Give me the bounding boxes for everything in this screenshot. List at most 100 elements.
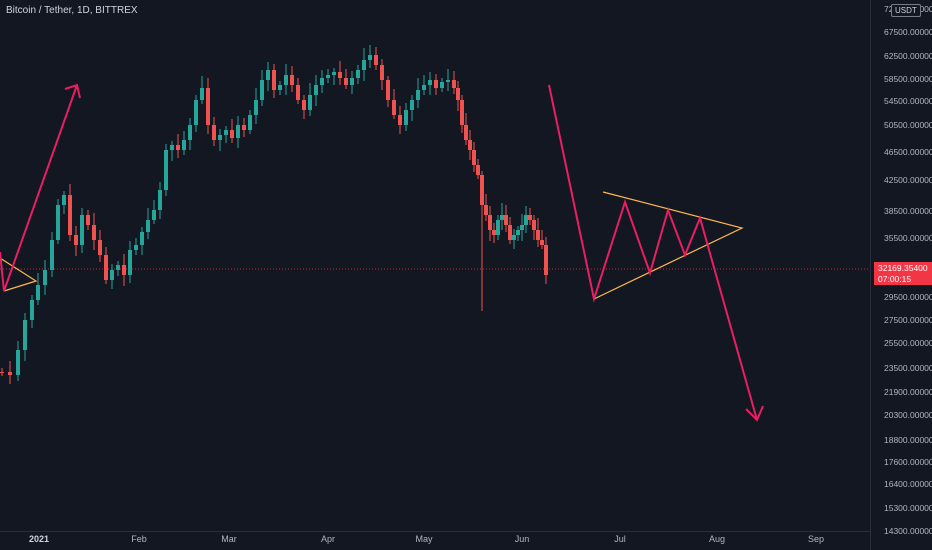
candle-body[interactable] <box>206 88 210 125</box>
candle-body[interactable] <box>472 150 476 165</box>
candle-body[interactable] <box>188 125 192 140</box>
candle-body[interactable] <box>516 230 520 235</box>
currency-badge[interactable]: USDT <box>891 4 921 17</box>
candle-body[interactable] <box>8 372 12 375</box>
candle-body[interactable] <box>200 88 204 100</box>
candle-body[interactable] <box>134 245 138 250</box>
candle-body[interactable] <box>290 75 294 85</box>
candle-body[interactable] <box>460 100 464 125</box>
candle-body[interactable] <box>380 65 384 80</box>
candle-body[interactable] <box>164 150 168 190</box>
candle-body[interactable] <box>468 140 472 150</box>
candle-body[interactable] <box>434 80 438 88</box>
candle-body[interactable] <box>212 125 216 140</box>
candle-body[interactable] <box>30 300 34 320</box>
candle-body[interactable] <box>98 240 102 255</box>
candle-body[interactable] <box>464 125 468 140</box>
candle-body[interactable] <box>92 225 96 240</box>
candle-body[interactable] <box>404 110 408 125</box>
candle-body[interactable] <box>456 88 460 100</box>
candle-body[interactable] <box>540 240 544 245</box>
candle-body[interactable] <box>532 220 536 230</box>
candle-body[interactable] <box>62 195 66 205</box>
candle-body[interactable] <box>416 90 420 100</box>
candle-body[interactable] <box>374 55 378 65</box>
candle-body[interactable] <box>266 70 270 80</box>
candle-body[interactable] <box>296 85 300 100</box>
candle-body[interactable] <box>23 320 27 350</box>
candle-body[interactable] <box>362 60 366 70</box>
candle-body[interactable] <box>236 125 240 138</box>
candle-body[interactable] <box>68 195 72 235</box>
candlestick-series[interactable] <box>0 0 870 531</box>
candle-body[interactable] <box>524 215 528 225</box>
candle-body[interactable] <box>488 215 492 230</box>
candle-body[interactable] <box>368 55 372 60</box>
candle-body[interactable] <box>508 225 512 240</box>
candle-body[interactable] <box>492 230 496 235</box>
candle-body[interactable] <box>182 140 186 150</box>
candle-body[interactable] <box>36 285 40 300</box>
candle-body[interactable] <box>500 215 504 220</box>
candle-body[interactable] <box>476 165 480 175</box>
candle-body[interactable] <box>520 225 524 230</box>
candle-body[interactable] <box>284 75 288 85</box>
candle-body[interactable] <box>170 145 174 150</box>
candle-body[interactable] <box>242 125 246 130</box>
candle-body[interactable] <box>56 205 60 240</box>
candle-body[interactable] <box>496 220 500 235</box>
candle-body[interactable] <box>320 78 324 85</box>
candle-body[interactable] <box>74 235 78 245</box>
candle-body[interactable] <box>158 190 162 210</box>
candle-body[interactable] <box>314 85 318 95</box>
candle-body[interactable] <box>218 135 222 140</box>
candle-body[interactable] <box>440 82 444 88</box>
candle-body[interactable] <box>0 372 4 373</box>
candle-body[interactable] <box>398 115 402 125</box>
candle-body[interactable] <box>254 100 258 115</box>
candle-body[interactable] <box>116 265 120 270</box>
candle-body[interactable] <box>428 80 432 85</box>
down-zigzag-drawing[interactable] <box>548 84 758 421</box>
candle-body[interactable] <box>544 245 548 275</box>
candle-body[interactable] <box>344 78 348 85</box>
candle-body[interactable] <box>446 80 450 82</box>
up-arrow-drawing[interactable] <box>0 84 78 292</box>
candle-body[interactable] <box>350 78 354 85</box>
candle-body[interactable] <box>50 240 54 270</box>
candle-body[interactable] <box>146 220 150 232</box>
candle-body[interactable] <box>278 85 282 90</box>
candle-body[interactable] <box>338 72 342 78</box>
candle-body[interactable] <box>452 80 456 88</box>
symmetrical-triangle-drawing[interactable] <box>593 191 744 300</box>
candle-body[interactable] <box>86 215 90 225</box>
candle-body[interactable] <box>356 70 360 78</box>
candle-body[interactable] <box>43 270 47 285</box>
candle-body[interactable] <box>512 235 516 240</box>
symbol-title[interactable]: Bitcoin / Tether, 1D, BITTREX <box>6 5 138 16</box>
candle-body[interactable] <box>536 230 540 240</box>
candle-body[interactable] <box>248 115 252 130</box>
candle-body[interactable] <box>110 270 114 280</box>
candle-body[interactable] <box>528 215 532 220</box>
candle-body[interactable] <box>422 85 426 90</box>
candle-body[interactable] <box>480 175 484 205</box>
candle-body[interactable] <box>140 232 144 245</box>
candle-body[interactable] <box>484 205 488 215</box>
candle-body[interactable] <box>176 145 180 150</box>
candle-body[interactable] <box>260 80 264 100</box>
candle-body[interactable] <box>410 100 414 110</box>
candle-body[interactable] <box>332 72 336 75</box>
drawing-layer[interactable] <box>0 0 870 531</box>
candle-body[interactable] <box>392 100 396 115</box>
candle-body[interactable] <box>230 130 234 138</box>
candle-body[interactable] <box>104 255 108 280</box>
candle-body[interactable] <box>326 75 330 78</box>
candle-body[interactable] <box>122 265 126 275</box>
candle-body[interactable] <box>152 210 156 220</box>
candle-body[interactable] <box>308 95 312 110</box>
candle-body[interactable] <box>272 70 276 90</box>
candle-body[interactable] <box>224 130 228 135</box>
candle-body[interactable] <box>504 215 508 225</box>
